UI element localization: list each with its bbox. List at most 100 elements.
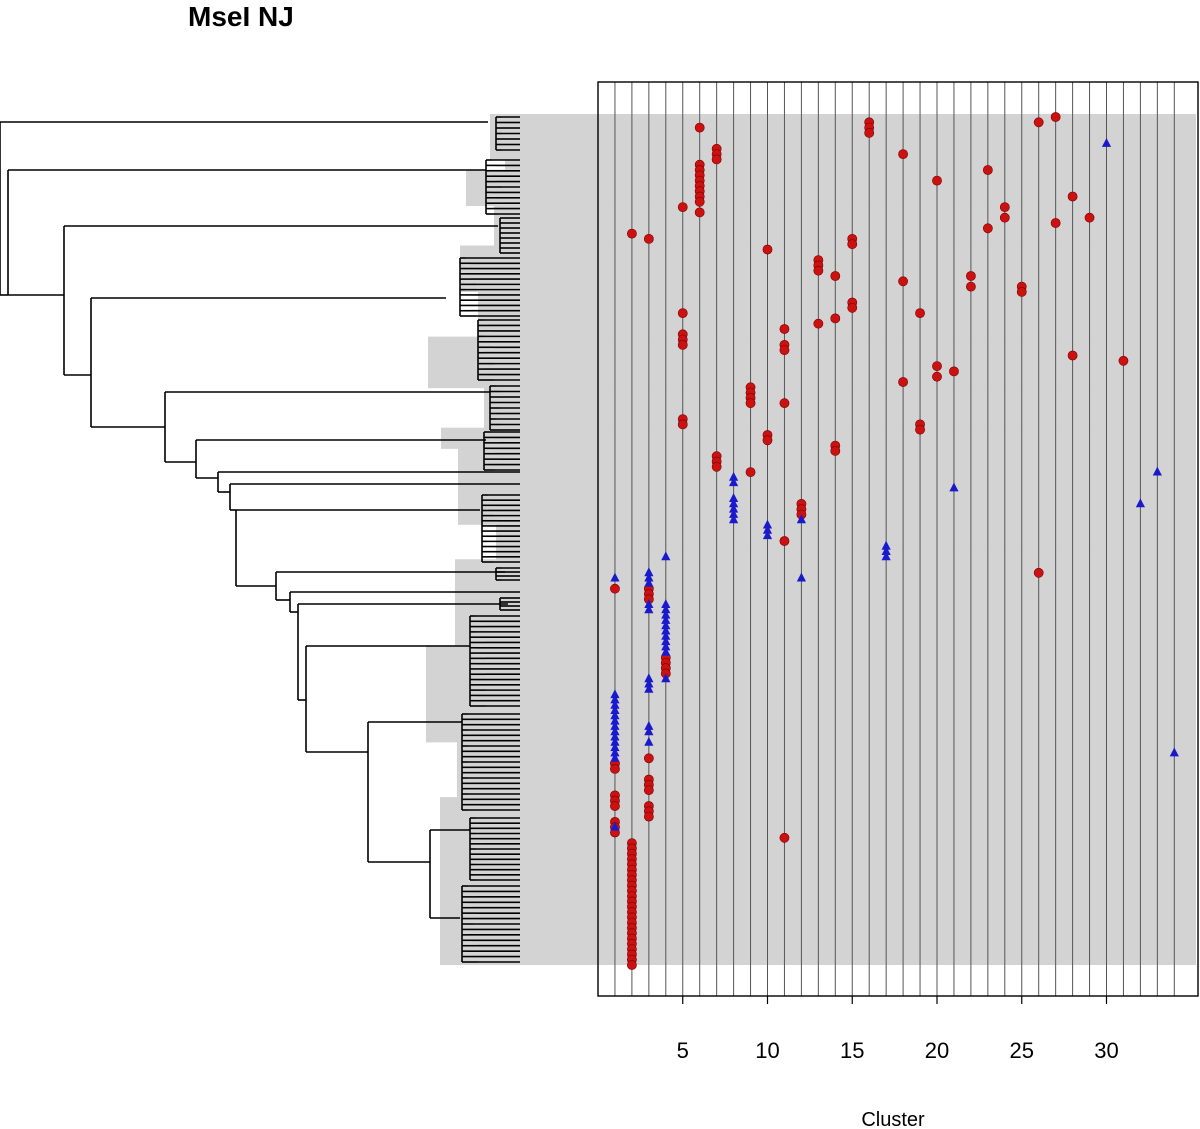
red-point [1016, 286, 1027, 297]
blue-point [1169, 747, 1179, 757]
blue-point [610, 742, 620, 752]
blue-point [644, 678, 654, 688]
red-point [813, 318, 824, 329]
red-point [610, 583, 620, 594]
blue-point [661, 636, 671, 646]
red-point [745, 467, 756, 477]
blue-point [796, 572, 806, 582]
row-bands [426, 114, 1196, 965]
blue-point [610, 699, 620, 709]
blue-point [661, 615, 671, 624]
x-tick-label: 5 [677, 1038, 689, 1063]
blue-point [610, 736, 620, 746]
red-point [643, 785, 654, 795]
x-tick-label: 10 [755, 1038, 779, 1063]
blue-point [610, 694, 620, 704]
row-band [458, 447, 1196, 525]
red-point [643, 811, 654, 822]
blue-point [644, 721, 654, 730]
x-tick-label: 15 [840, 1038, 864, 1063]
red-point [847, 302, 858, 313]
row-band [490, 114, 1196, 161]
red-point [932, 175, 942, 186]
x-tick-label: 20 [925, 1038, 949, 1063]
chart-title: MseI NJ [188, 1, 294, 32]
blue-point [881, 551, 891, 561]
row-band [505, 159, 1196, 171]
red-point [694, 122, 705, 133]
blue-point [661, 673, 671, 683]
red-point [610, 764, 620, 774]
red-point [847, 239, 858, 250]
blue-point [610, 821, 620, 831]
red-point [966, 271, 976, 281]
red-point [915, 308, 925, 318]
nj-tree [0, 116, 520, 963]
red-point [643, 753, 654, 764]
red-point [1050, 112, 1061, 122]
row-band [496, 523, 1196, 546]
red-point [1067, 350, 1078, 361]
blue-point [661, 625, 671, 635]
red-point [627, 960, 637, 970]
blue-point [661, 630, 671, 640]
data-points [610, 112, 1179, 970]
blue-point [610, 689, 620, 699]
red-point [898, 377, 908, 387]
red-point [677, 419, 688, 430]
blue-point [729, 509, 739, 518]
blue-point [610, 721, 620, 730]
blue-point [762, 530, 773, 540]
blue-point [661, 620, 671, 630]
row-band [484, 387, 1196, 429]
blue-point [729, 477, 739, 487]
blue-point [610, 747, 620, 757]
x-tick-label: 25 [1010, 1038, 1034, 1063]
red-point [999, 202, 1010, 212]
x-axis: 5 10 15 20 25 30 [677, 996, 1119, 1063]
red-point [915, 424, 925, 435]
blue-point [1135, 498, 1145, 508]
blue-point [644, 577, 654, 587]
red-point [677, 339, 688, 350]
blue-point [729, 471, 739, 481]
blue-point [729, 503, 739, 513]
red-point [1033, 117, 1044, 128]
red-point [694, 196, 705, 207]
blue-point [661, 646, 671, 656]
blue-point [661, 604, 671, 614]
blue-point [661, 551, 671, 561]
red-point [966, 281, 976, 292]
row-band [494, 205, 1196, 247]
row-band [496, 544, 1196, 561]
blue-point [644, 604, 654, 614]
blue-point [610, 731, 620, 741]
red-point [864, 127, 875, 138]
red-point [1050, 218, 1061, 228]
red-point [830, 271, 841, 281]
blue-point [729, 514, 739, 524]
row-band [457, 741, 1196, 799]
red-point [1067, 191, 1078, 202]
red-point [1033, 567, 1044, 578]
red-point [745, 398, 756, 409]
red-point [1118, 355, 1129, 366]
blue-point [762, 524, 773, 534]
red-point [949, 366, 959, 377]
row-band [460, 245, 1196, 293]
blue-point [644, 572, 654, 582]
red-point [982, 223, 993, 234]
row-band [466, 169, 1196, 207]
blue-point [610, 710, 620, 720]
blue-point [949, 482, 959, 492]
red-point [677, 308, 688, 318]
plot-frame [597, 81, 1199, 997]
red-point [762, 244, 773, 255]
red-point [1084, 212, 1095, 223]
blue-point [881, 546, 891, 555]
red-point [982, 165, 993, 175]
red-point [932, 361, 942, 371]
red-point [627, 228, 637, 239]
row-band [455, 559, 1196, 647]
red-point [694, 207, 705, 218]
